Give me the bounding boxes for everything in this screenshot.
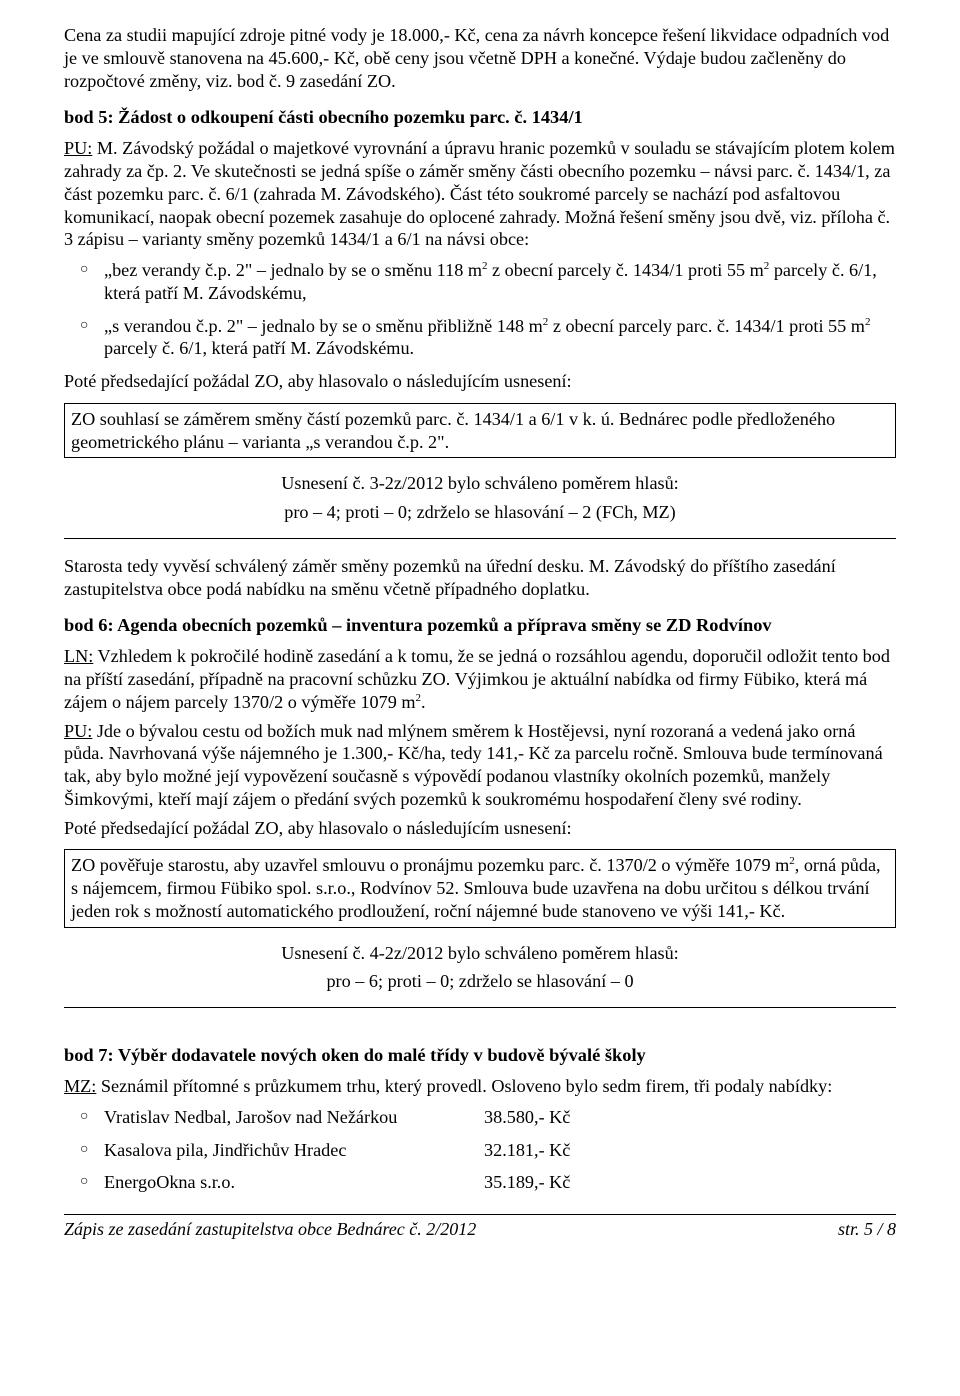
page-footer: Zápis ze zasedání zastupitelstva obce Be…: [64, 1214, 896, 1240]
footer-left: Zápis ze zasedání zastupitelstva obce Be…: [64, 1219, 476, 1240]
bod5-heading: bod 5: Žádost o odkoupení části obecního…: [64, 106, 896, 129]
mz-label: MZ:: [64, 1076, 96, 1096]
bod5-usneseni-line1: Usnesení č. 3-2z/2012 bylo schváleno pom…: [64, 472, 896, 495]
bod6-ln-paragraph: LN: Vzhledem k pokročilé hodině zasedání…: [64, 645, 896, 713]
list-item: Kasalova pila, Jindřichův Hradec 32.181,…: [84, 1139, 896, 1162]
bod6-pote: Poté předsedající požádal ZO, aby hlasov…: [64, 817, 896, 840]
bod6-usneseni-line2: pro – 6; proti – 0; zdrželo se hlasování…: [64, 970, 896, 993]
bod6-resolution-box: ZO pověřuje starostu, aby uzavřel smlouv…: [64, 849, 896, 927]
list-item: EnergoOkna s.r.o. 35.189,- Kč: [84, 1171, 896, 1194]
bod5-pu-paragraph: PU: M. Závodský požádal o majetkové vyro…: [64, 137, 896, 251]
bod5-options-list: „bez verandy č.p. 2" – jednalo by se o s…: [64, 259, 896, 360]
bod7-heading: bod 7: Výběr dodavatele nových oken do m…: [64, 1044, 896, 1067]
offer-name: Vratislav Nedbal, Jarošov nad Nežárkou: [104, 1106, 484, 1129]
bod5-box-text: ZO souhlasí se záměrem směny částí pozem…: [71, 408, 889, 454]
bod6-pu-paragraph: PU: Jde o bývalou cestu od božích muk na…: [64, 720, 896, 811]
intro-paragraph: Cena za studii mapující zdroje pitné vod…: [64, 24, 896, 92]
footer-right: str. 5 / 8: [838, 1219, 896, 1240]
bod5-usneseni-line2: pro – 4; proti – 0; zdrželo se hlasování…: [64, 501, 896, 524]
bod6-vote-block: Usnesení č. 4-2z/2012 bylo schváleno pom…: [64, 942, 896, 994]
offer-price: 38.580,- Kč: [484, 1106, 570, 1129]
list-item: „bez verandy č.p. 2" – jednalo by se o s…: [84, 259, 896, 305]
bod7-mz-paragraph: MZ: Seznámil přítomné s průzkumem trhu, …: [64, 1075, 896, 1098]
list-item: „s verandou č.p. 2" – jednalo by se o sm…: [84, 315, 896, 361]
bod5-vote-block: Usnesení č. 3-2z/2012 bylo schváleno pom…: [64, 472, 896, 524]
pu-label: PU:: [64, 721, 92, 741]
offer-price: 32.181,- Kč: [484, 1139, 570, 1162]
offer-name: Kasalova pila, Jindřichův Hradec: [104, 1139, 484, 1162]
document-page: Cena za studii mapující zdroje pitné vod…: [0, 0, 960, 1396]
bod6-box-text: ZO pověřuje starostu, aby uzavřel smlouv…: [71, 854, 889, 922]
list-item: Vratislav Nedbal, Jarošov nad Nežárkou 3…: [84, 1106, 896, 1129]
offer-name: EnergoOkna s.r.o.: [104, 1171, 484, 1194]
bod5-pote: Poté předsedající požádal ZO, aby hlasov…: [64, 370, 896, 393]
bod5-resolution-box: ZO souhlasí se záměrem směny částí pozem…: [64, 403, 896, 459]
separator: [64, 1007, 896, 1008]
bod5-pu-text: M. Závodský požádal o majetkové vyrovnán…: [64, 138, 895, 249]
bod7-offers-list: Vratislav Nedbal, Jarošov nad Nežárkou 3…: [64, 1106, 896, 1194]
bod6-heading: bod 6: Agenda obecních pozemků – inventu…: [64, 614, 896, 637]
bod6-usneseni-line1: Usnesení č. 4-2z/2012 bylo schváleno pom…: [64, 942, 896, 965]
offer-price: 35.189,- Kč: [484, 1171, 570, 1194]
bod5-after-paragraph: Starosta tedy vyvěsí schválený záměr smě…: [64, 555, 896, 601]
pu-label: PU:: [64, 138, 92, 158]
separator: [64, 538, 896, 539]
ln-label: LN:: [64, 646, 93, 666]
